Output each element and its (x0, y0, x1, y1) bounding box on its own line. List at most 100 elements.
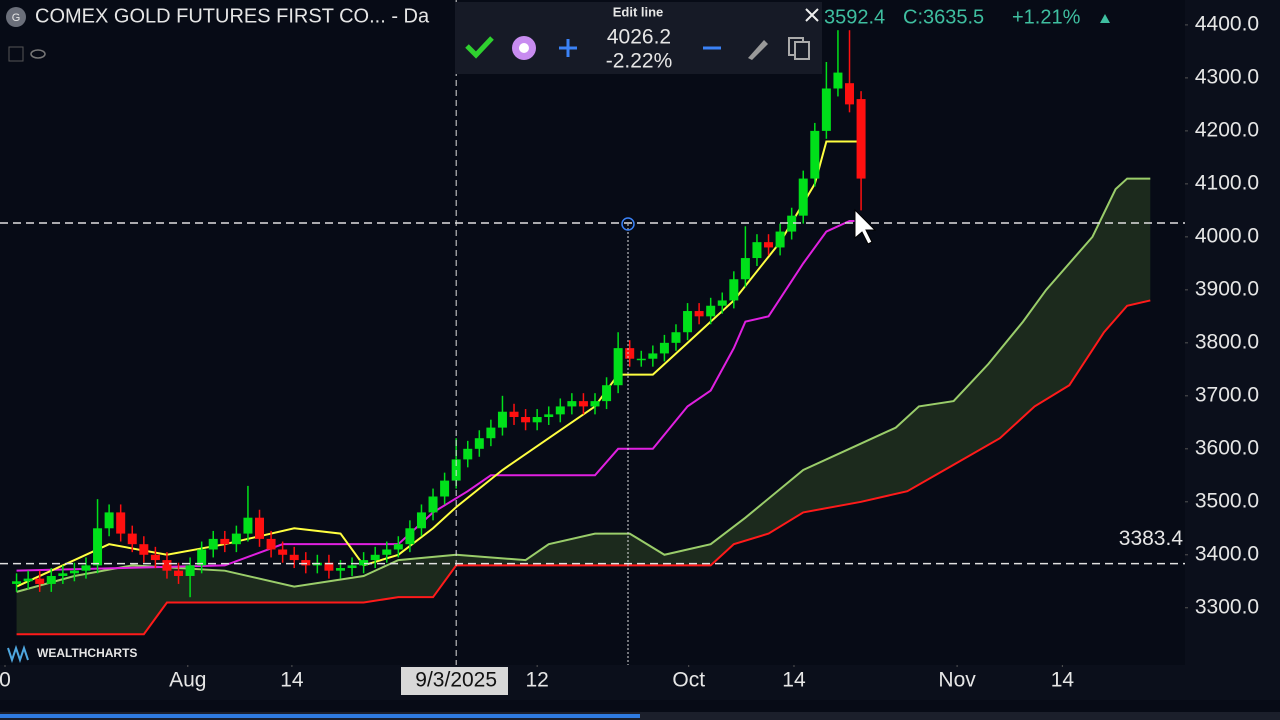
candle-body (324, 562, 334, 571)
watermark: WEALTHCHARTS (37, 646, 137, 660)
candle-body (590, 401, 600, 407)
candle-body (717, 300, 727, 306)
candle-body (752, 242, 762, 259)
candle-body (636, 358, 646, 361)
x-tick-label: 14 (782, 669, 806, 692)
candle-body (821, 88, 831, 131)
candle-body (648, 353, 658, 359)
candle-body (382, 549, 392, 555)
y-tick-label: 3600.0 (1195, 436, 1259, 459)
candle-body (255, 517, 265, 539)
candle-body (474, 438, 484, 449)
y-tick-label: 3700.0 (1195, 383, 1259, 406)
indicator-line (16, 299, 1151, 636)
x-tick-label: 9/3/2025 (415, 669, 497, 692)
candle-body (555, 406, 565, 415)
x-tick-label: Oct (672, 669, 705, 692)
date-highlight (401, 667, 508, 695)
candle-body (12, 581, 22, 584)
candle-body (856, 99, 866, 179)
candle-body (58, 573, 68, 576)
watermark-logo (7, 644, 29, 664)
x-tick-label: 0 (0, 669, 11, 692)
y-tick-label: 3900.0 (1195, 277, 1259, 300)
quote-low: 3592.4 (824, 6, 885, 28)
y-tick-label: 4300.0 (1195, 65, 1259, 88)
toolbar: Edit line 4026.2 -2.22% (455, 2, 822, 74)
x-tick-label: Aug (169, 669, 206, 692)
candle-body (81, 565, 91, 571)
x-tick-label: Nov (938, 669, 976, 692)
candle-body (35, 578, 45, 584)
candle-body (683, 311, 693, 333)
expand-icon[interactable] (8, 46, 24, 62)
progress (0, 714, 640, 718)
candle-body (393, 544, 403, 550)
candle-body (544, 414, 554, 418)
x-tick-label: 14 (1051, 669, 1075, 692)
candle-body (659, 342, 669, 354)
candle-body (775, 231, 785, 248)
candle-body (463, 448, 473, 460)
candle-body (521, 417, 531, 423)
candle-body (486, 427, 496, 439)
candle-body (787, 215, 797, 232)
candle-body (104, 512, 114, 529)
x-axis-panel (0, 665, 1185, 700)
symbol-title[interactable]: COMEX GOLD FUTURES FIRST CO... - Da (35, 5, 430, 27)
eye-icon[interactable] (30, 49, 46, 59)
candle-body (613, 348, 623, 386)
candle-body (497, 411, 507, 428)
toolbar-title: Edit line (613, 4, 664, 19)
quote-change: +1.21% (1012, 6, 1081, 28)
y-tick-label: 3800.0 (1195, 330, 1259, 353)
candle-body (46, 575, 56, 584)
confirm-button[interactable] (465, 36, 494, 59)
candle-body (810, 130, 820, 179)
plus-button[interactable] (559, 39, 577, 57)
close-button[interactable] (805, 8, 819, 22)
symbol-letter: G (12, 12, 21, 24)
copy-button-front (794, 41, 810, 60)
candle-body (532, 417, 542, 423)
color-button-center (519, 43, 529, 53)
y-tick-label: 4400.0 (1195, 12, 1259, 35)
candle-body (197, 549, 207, 566)
mouse-cursor (854, 208, 877, 245)
up-arrow (1100, 14, 1110, 23)
plot: 3383.4 (0, 0, 1185, 665)
candle-body (150, 554, 160, 561)
toolbar-change: -2.22% (606, 50, 673, 73)
candle-body (301, 560, 311, 566)
toolbar-price: 4026.2 (607, 26, 671, 49)
candle-body (370, 554, 380, 561)
candle-body (266, 538, 276, 550)
crosshair-handle[interactable] (621, 217, 635, 231)
y-tick-label: 4000.0 (1195, 224, 1259, 247)
candle-body (162, 560, 172, 571)
candle-body (185, 565, 195, 576)
candle-body (174, 570, 184, 576)
candle-body (764, 242, 774, 248)
candle-body (706, 305, 716, 317)
candle-body (428, 496, 438, 513)
edit-button[interactable] (748, 40, 768, 60)
candle-body (729, 279, 739, 301)
candle-body (833, 72, 843, 89)
y-axis-panel (1185, 0, 1280, 700)
candle-body (220, 538, 230, 545)
candle-body (845, 83, 855, 105)
y-tick-label: 3400.0 (1195, 542, 1259, 565)
candle-body (116, 512, 126, 534)
y-tick-label: 3300.0 (1195, 595, 1259, 618)
toolbar-panel (455, 2, 822, 74)
candle-body (440, 480, 450, 497)
candle-body (243, 517, 253, 534)
candle-body (578, 401, 588, 407)
quote-close: C:3635.5 (903, 6, 984, 28)
candle-body (139, 544, 149, 555)
candle-body (208, 538, 218, 550)
candle-body (694, 311, 704, 317)
